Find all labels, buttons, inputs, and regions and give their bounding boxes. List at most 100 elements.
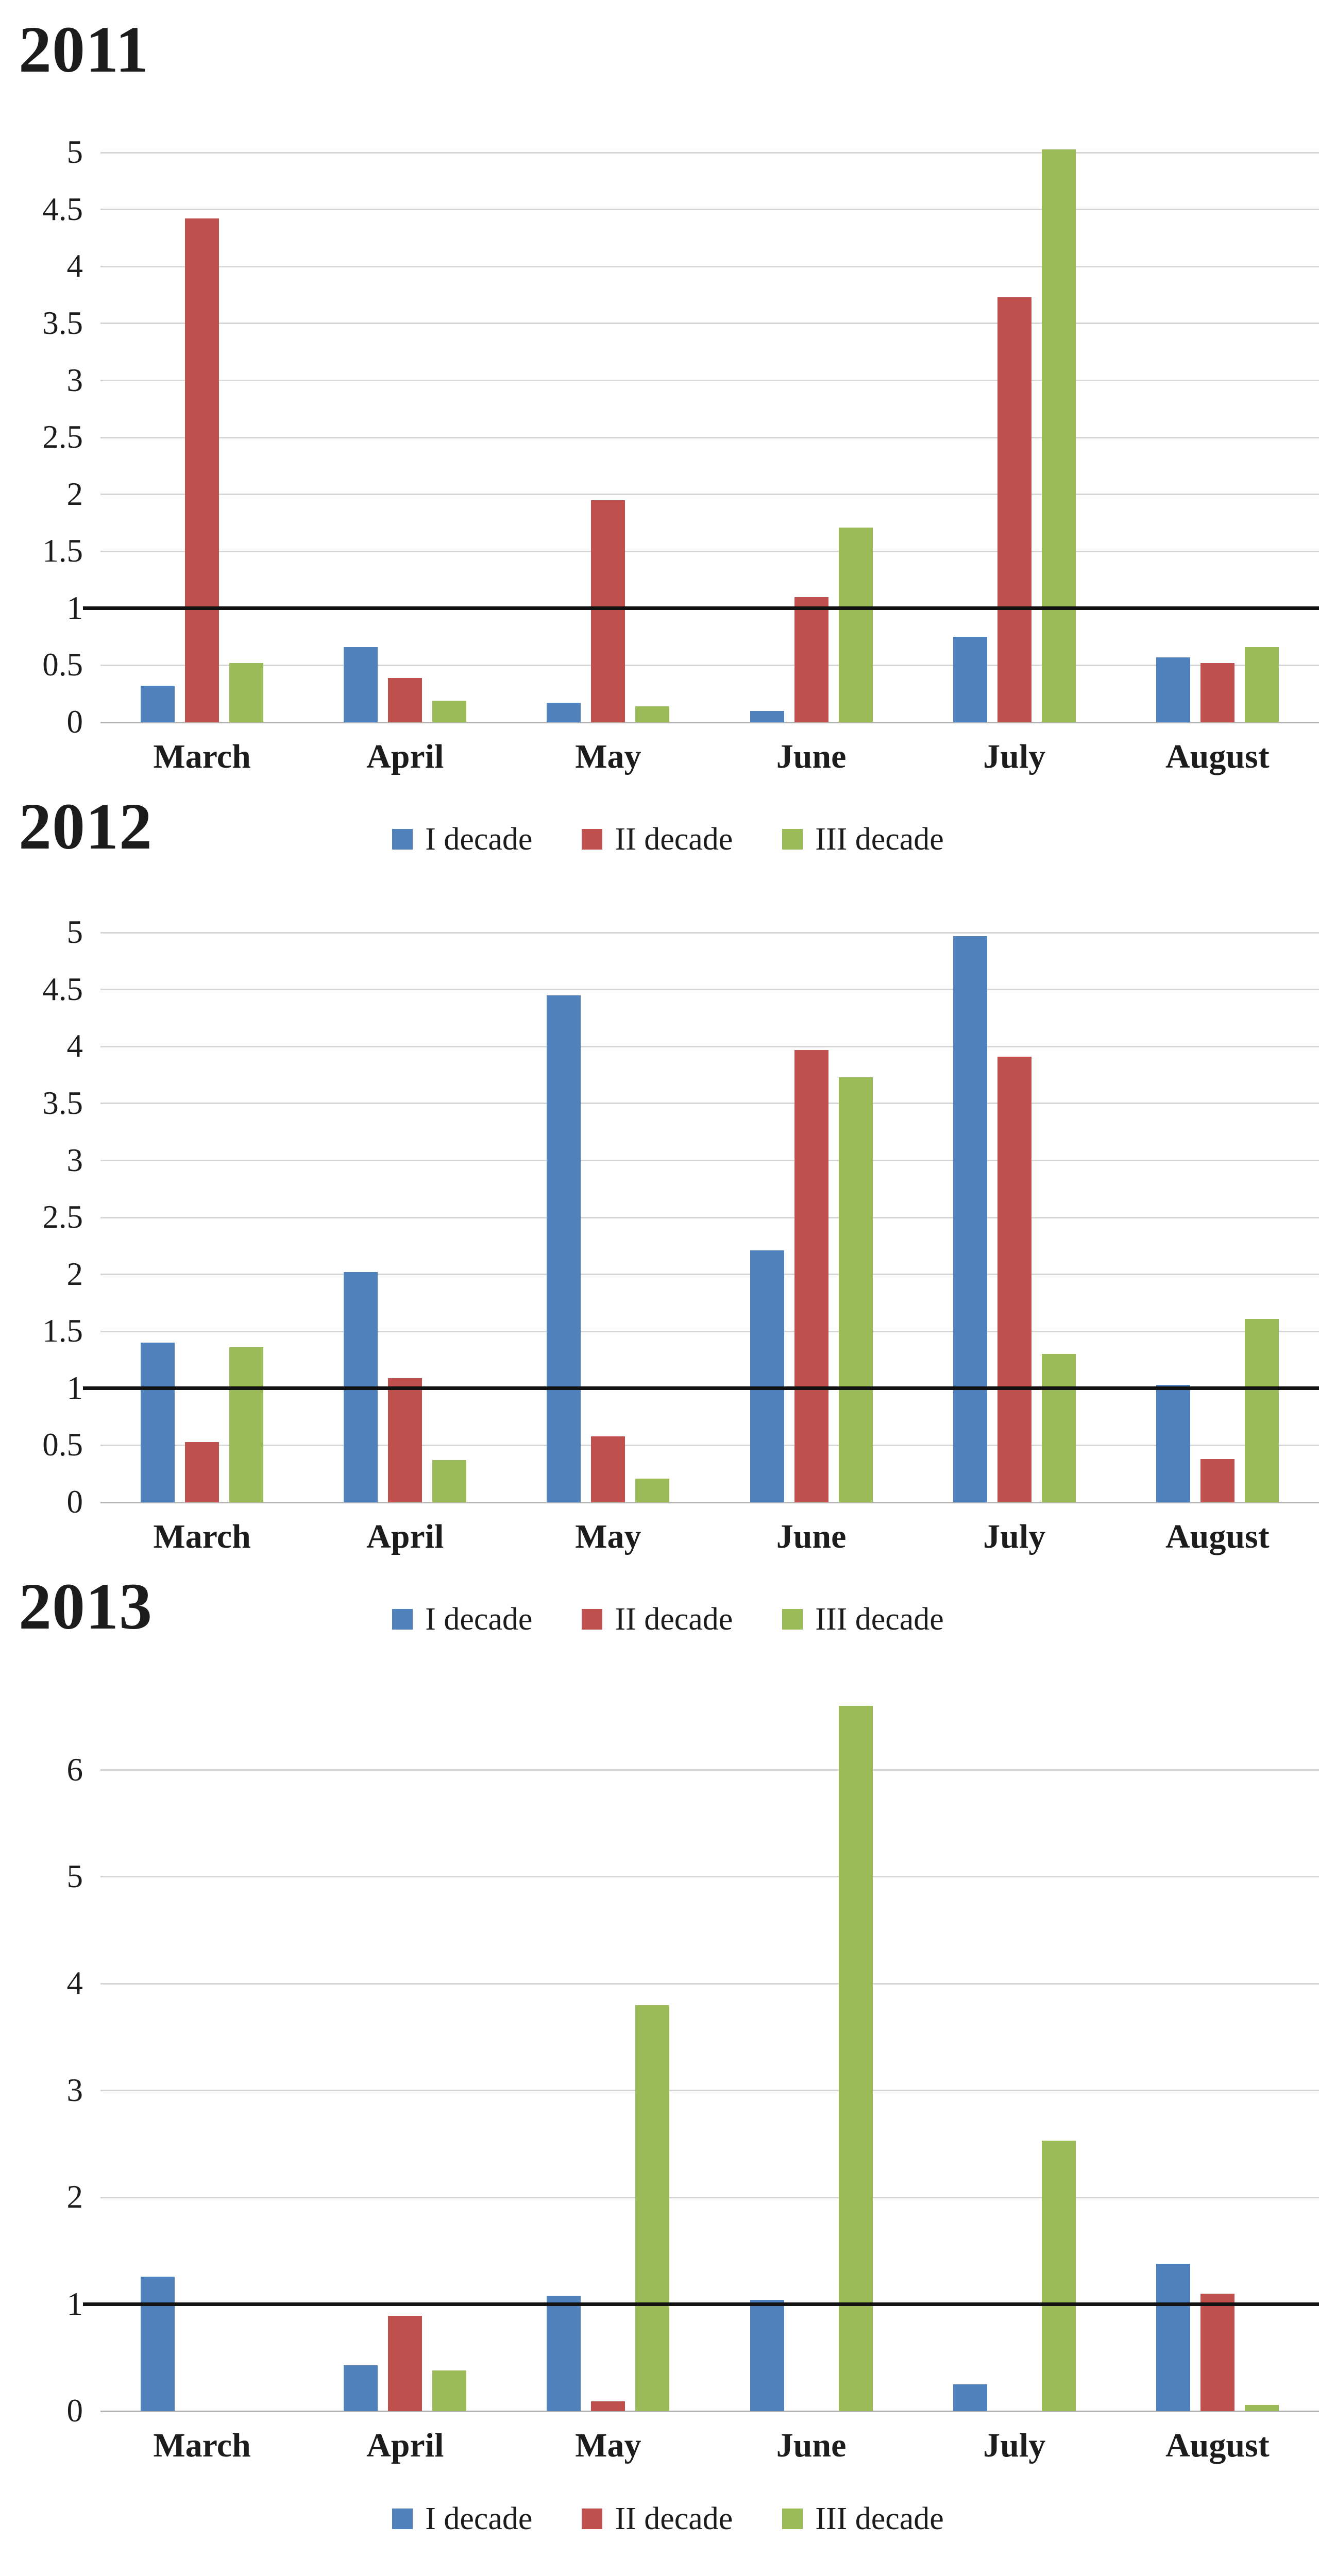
y-tick-label-2.5: 2.5 — [42, 1199, 83, 1235]
x-label-2013-april: April — [366, 2427, 444, 2464]
legend-swatch-icon-i-decade — [392, 2509, 413, 2529]
chart-2013-legend: I decade II decade III decade — [392, 2503, 944, 2535]
chart-2011-legend-strip: I decade II decade III decade — [0, 793, 1336, 885]
gridline-y-4 — [100, 1045, 1319, 1047]
gridline-y-5 — [100, 931, 1319, 934]
gridline-y-0 — [100, 2410, 1319, 2412]
legend-swatch-icon-ii-decade — [582, 1609, 603, 1630]
gridline-y-2.5 — [100, 1216, 1319, 1218]
bar-2012-march-i-decade — [141, 1343, 175, 1502]
chart-2012-legend: I decade II decade III decade — [392, 1603, 944, 1635]
legend-item-2012-ii-decade: II decade — [582, 1603, 733, 1635]
gridline-y-4 — [100, 1982, 1319, 1985]
bar-groups — [100, 910, 1319, 1502]
bar-group-2013-june — [750, 1690, 873, 2411]
legend-item-2011-i-decade: I decade — [392, 823, 532, 855]
bar-2011-march-ii-decade — [185, 218, 219, 722]
gridline-y-4.5 — [100, 989, 1319, 991]
bar-2012-april-ii-decade — [388, 1378, 422, 1502]
legend-label-i-decade: I decade — [425, 822, 533, 857]
row-2013-legend: I decade II decade III decade — [0, 2480, 1336, 2557]
x-label-2011-july: July — [983, 738, 1046, 775]
bar-group-2011-june — [750, 130, 873, 722]
bar-2013-april-ii-decade — [388, 2316, 422, 2411]
legend-item-2013-iii-decade: III decade — [782, 2503, 944, 2535]
bar-2013-june-iii-decade — [838, 1706, 873, 2411]
bar-2012-july-ii-decade — [997, 1057, 1031, 1502]
reference-line-y-1 — [83, 606, 1319, 611]
bar-2013-july-iii-decade — [1041, 2141, 1076, 2411]
bar-2012-july-i-decade — [953, 936, 987, 1502]
bar-groups — [100, 1690, 1319, 2411]
chart-2013-y-axis: 0 1 2 3 4 5 6 — [0, 1690, 100, 2427]
legend-label-iii-decade: III decade — [815, 822, 944, 857]
gridline-y-0 — [100, 1501, 1319, 1503]
legend-swatch-icon-i-decade — [392, 1609, 413, 1630]
y-tick-label-1: 1 — [66, 1369, 83, 1406]
chart-2013-x-axis: March April May June July August — [100, 2411, 1319, 2478]
bar-group-2012-august — [1156, 910, 1279, 1502]
gridline-y-3 — [100, 380, 1319, 382]
x-label-2011-june: June — [776, 738, 847, 775]
legend-label-i-decade: I decade — [425, 2501, 533, 2536]
bar-groups — [100, 130, 1319, 722]
reference-line-y-1 — [83, 2302, 1319, 2307]
bar-2011-april-i-decade — [344, 647, 378, 722]
bar-2011-june-iii-decade — [838, 528, 873, 722]
y-tick-label-4.5: 4.5 — [42, 191, 83, 227]
legend-swatch-icon-ii-decade — [582, 829, 603, 850]
x-label-2012-may: May — [575, 1518, 641, 1555]
bar-group-2013-may — [547, 1690, 670, 2411]
gridline-y-3.5 — [100, 323, 1319, 325]
bar-group-2012-april — [344, 910, 467, 1502]
y-tick-label-2.5: 2.5 — [42, 419, 83, 455]
bar-2013-april-i-decade — [344, 2365, 378, 2411]
bar-2012-april-iii-decade — [432, 1460, 467, 1502]
bar-2011-may-i-decade — [547, 703, 581, 722]
bar-2011-march-iii-decade — [229, 663, 264, 722]
x-label-2013-june: June — [776, 2427, 847, 2464]
legend-item-2011-iii-decade: III decade — [782, 823, 944, 855]
y-tick-label-3.5: 3.5 — [42, 304, 83, 341]
bar-group-2013-april — [344, 1690, 467, 2411]
bar-group-2012-march — [141, 910, 264, 1502]
bar-2012-june-ii-decade — [794, 1050, 828, 1502]
bar-group-2011-may — [547, 130, 670, 722]
x-label-2013-july: July — [983, 2427, 1046, 2464]
gridline-y-0.5 — [100, 1444, 1319, 1446]
bar-group-2012-june — [750, 910, 873, 1502]
chart-2012-title: 2012 — [19, 790, 153, 863]
legend-label-ii-decade: II decade — [615, 1602, 733, 1637]
gridline-y-3.5 — [100, 1103, 1319, 1105]
legend-swatch-icon-iii-decade — [782, 829, 803, 850]
y-tick-label-4: 4 — [66, 1028, 83, 1064]
bar-2013-may-i-decade — [547, 2296, 581, 2411]
bar-group-2011-march — [141, 130, 264, 722]
y-tick-label-4: 4 — [66, 1965, 83, 2002]
bar-2012-may-i-decade — [547, 995, 581, 1502]
bar-2011-april-ii-decade — [388, 678, 422, 722]
gridline-y-2 — [100, 1274, 1319, 1276]
x-label-2012-march: March — [153, 1518, 251, 1555]
gridline-y-4.5 — [100, 209, 1319, 211]
row-2013-title-and-2012-legend: I decade II decade III decade 2013 — [0, 1570, 1336, 1665]
bar-2013-august-ii-decade — [1200, 2294, 1234, 2411]
y-tick-label-4: 4 — [66, 248, 83, 284]
y-tick-label-3: 3 — [66, 2072, 83, 2108]
gridline-y-1.5 — [100, 550, 1319, 552]
legend-item-2012-iii-decade: III decade — [782, 1603, 944, 1635]
legend-label-ii-decade: II decade — [615, 2501, 733, 2536]
gridline-y-0 — [100, 721, 1319, 723]
x-label-2012-june: June — [776, 1518, 847, 1555]
bar-2011-july-ii-decade — [997, 297, 1031, 722]
bar-2012-august-iii-decade — [1244, 1319, 1279, 1502]
bar-group-2013-march — [141, 1690, 263, 2411]
gridline-y-1.5 — [100, 1330, 1319, 1332]
bar-2012-june-i-decade — [750, 1250, 784, 1502]
chart-2013-legend-strip: I decade II decade III decade — [0, 2480, 1336, 2557]
bar-2012-may-ii-decade — [591, 1436, 625, 1502]
y-tick-label-0: 0 — [66, 704, 83, 740]
bar-2011-august-i-decade — [1156, 657, 1190, 722]
bar-group-2012-may — [547, 910, 670, 1502]
bar-2013-august-i-decade — [1156, 2264, 1190, 2411]
